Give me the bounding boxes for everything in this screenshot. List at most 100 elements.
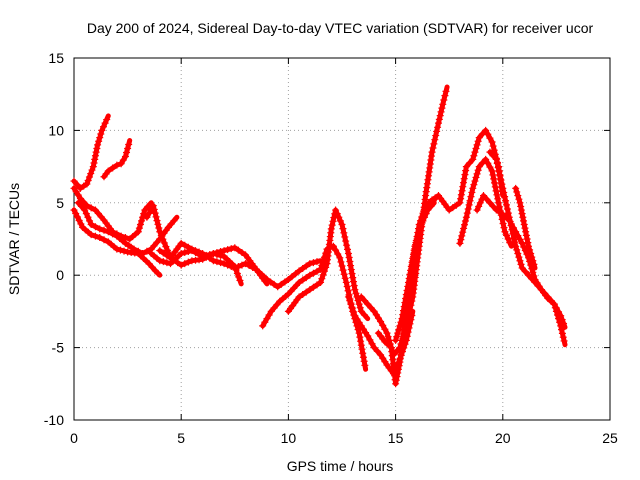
plus-marker — [384, 333, 392, 341]
plus-marker — [522, 228, 530, 236]
plus-marker — [292, 270, 300, 278]
plus-marker — [335, 213, 343, 221]
plus-marker — [92, 148, 100, 156]
plus-marker — [357, 293, 365, 301]
plus-marker — [238, 249, 246, 257]
plus-marker — [355, 329, 363, 337]
plus-marker — [87, 204, 95, 212]
plus-marker — [104, 228, 112, 236]
plus-marker — [153, 217, 161, 225]
plus-marker — [490, 175, 498, 183]
plus-marker — [73, 181, 81, 189]
plus-marker — [496, 172, 504, 180]
plus-marker — [74, 199, 82, 207]
plus-marker — [145, 260, 153, 268]
series-line — [285, 207, 371, 322]
plus-marker — [206, 254, 214, 262]
plus-marker — [359, 349, 367, 357]
plus-marker — [560, 337, 568, 345]
plus-marker — [513, 188, 521, 196]
plus-marker — [468, 188, 476, 196]
plus-marker — [338, 262, 346, 270]
plus-marker — [491, 183, 499, 191]
plus-marker — [159, 258, 167, 266]
plus-marker — [422, 210, 430, 218]
plus-marker — [104, 167, 112, 175]
plus-marker — [393, 373, 401, 381]
plus-marker — [306, 260, 314, 268]
plus-marker — [95, 137, 103, 145]
plus-marker — [505, 213, 513, 221]
plus-marker — [421, 213, 429, 221]
plus-marker — [473, 170, 481, 178]
series-track-5 — [70, 206, 163, 278]
plus-marker — [398, 315, 406, 323]
plus-marker — [516, 199, 524, 207]
plus-marker — [123, 148, 131, 156]
plus-marker — [436, 112, 444, 120]
plus-marker — [514, 249, 522, 257]
plus-marker — [529, 257, 537, 265]
plus-marker — [156, 257, 164, 265]
plus-marker — [394, 329, 402, 337]
x-tick-label: 15 — [388, 430, 404, 446]
plus-marker — [76, 194, 84, 202]
plus-marker — [97, 130, 105, 138]
plus-marker — [343, 283, 351, 291]
plus-marker — [348, 270, 356, 278]
plus-marker — [85, 173, 93, 181]
plus-marker — [475, 163, 483, 171]
plus-marker — [500, 188, 508, 196]
plus-marker — [429, 144, 437, 152]
plus-marker — [462, 163, 470, 171]
plus-marker — [346, 297, 354, 305]
plus-marker — [464, 205, 472, 213]
plus-marker — [155, 224, 163, 232]
plus-marker — [530, 260, 538, 268]
plus-marker — [527, 249, 535, 257]
plus-marker — [344, 287, 352, 295]
plus-marker — [263, 276, 271, 284]
plus-marker — [70, 177, 78, 185]
plus-marker — [513, 246, 521, 254]
plus-marker — [299, 291, 307, 299]
plus-marker — [395, 362, 403, 370]
plus-marker — [494, 164, 502, 172]
plot-frame — [73, 57, 611, 421]
plus-marker — [234, 263, 242, 271]
plus-marker — [329, 217, 337, 225]
plus-marker — [356, 304, 364, 312]
plus-marker — [151, 209, 159, 217]
plus-marker — [480, 192, 488, 200]
plus-marker — [349, 274, 357, 282]
plus-marker — [90, 159, 98, 167]
plus-marker — [459, 183, 467, 191]
plus-marker — [238, 261, 246, 269]
axis-ticks: 0 5 10 15 20 25 -10 -5 0 5 10 15 — [44, 50, 618, 446]
plus-marker — [184, 258, 192, 266]
plus-marker — [87, 170, 95, 178]
plus-marker — [313, 281, 321, 289]
plus-marker — [160, 239, 168, 247]
plus-marker — [507, 222, 515, 230]
x-tick-label: 10 — [281, 430, 297, 446]
plus-marker — [101, 119, 109, 127]
plus-marker — [463, 209, 471, 217]
plus-marker — [154, 220, 162, 228]
plus-marker — [361, 297, 369, 305]
plus-marker — [489, 202, 497, 210]
plus-marker — [397, 318, 405, 326]
plus-marker — [449, 204, 457, 212]
plus-marker — [465, 201, 473, 209]
plus-marker — [456, 239, 464, 247]
plus-marker — [503, 205, 511, 213]
x-tick-label: 0 — [70, 430, 78, 446]
plus-marker — [322, 263, 330, 271]
plus-marker — [344, 293, 352, 301]
plus-marker — [299, 264, 307, 272]
y-tick-label: 10 — [48, 122, 64, 138]
plus-marker — [512, 242, 520, 250]
plus-marker — [350, 308, 358, 316]
chart-title: Day 200 of 2024, Sidereal Day-to-day VTE… — [87, 20, 594, 36]
